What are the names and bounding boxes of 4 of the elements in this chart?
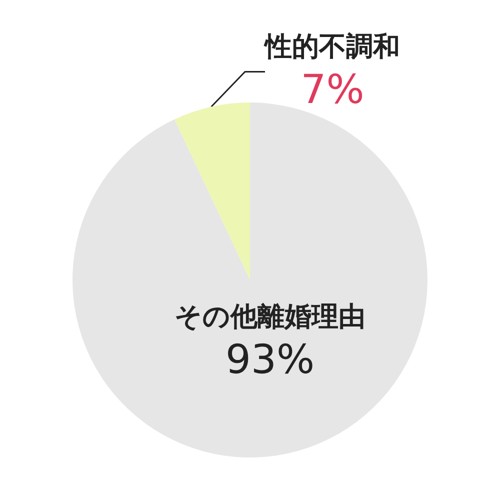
slice-label: 性的不調和	[263, 32, 400, 62]
data-label: 7%	[300, 67, 364, 113]
slice-label: その他離婚理由	[174, 302, 366, 332]
data-label: 93%	[226, 337, 314, 383]
